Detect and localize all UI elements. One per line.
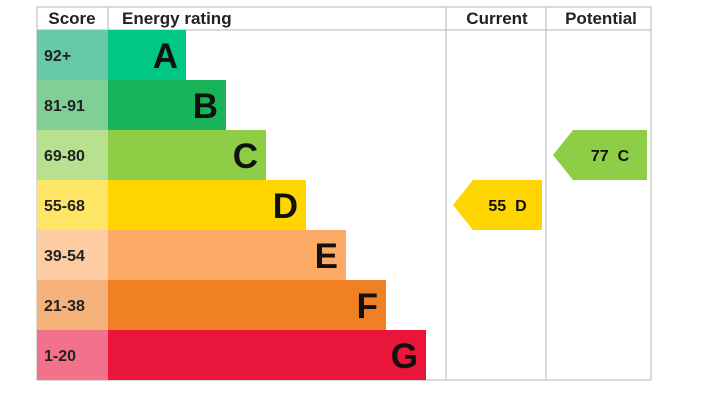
score-cell-a: [37, 30, 108, 80]
header-energy-rating: Energy rating: [122, 9, 232, 28]
score-label-g: 1-20: [44, 348, 76, 365]
current-rating-arrow: [453, 180, 542, 230]
score-label-a: 92+: [44, 48, 71, 65]
rating-bar-a: [108, 30, 186, 80]
rating-letter-f: F: [357, 287, 378, 326]
rating-letter-g: G: [391, 337, 418, 376]
score-cell-b: [37, 80, 108, 130]
score-label-e: 39-54: [44, 248, 85, 265]
rating-markers: 55 D 77 C: [453, 130, 647, 230]
rating-letter-d: D: [273, 187, 298, 226]
rating-letter-b: B: [193, 87, 218, 126]
rating-letter-c: C: [233, 137, 258, 176]
header-current: Current: [466, 9, 528, 28]
rating-letter-e: E: [315, 237, 338, 276]
rating-bar-e: [108, 230, 346, 280]
score-cell-f: [37, 280, 108, 330]
current-rating-label: 55 D: [488, 198, 526, 215]
rating-bar-b: [108, 80, 226, 130]
score-label-c: 69-80: [44, 148, 85, 165]
rating-bands: 92+ A 81-91 B 69-80 C 55-68 D 39-54 E 21-38 F 1-20 G: [37, 30, 426, 380]
score-cell-g: [37, 330, 108, 380]
score-label-d: 55-68: [44, 198, 85, 215]
rating-letter-a: A: [153, 37, 178, 76]
rating-bar-c: [108, 130, 266, 180]
score-label-b: 81-91: [44, 98, 85, 115]
score-label-f: 21-38: [44, 298, 85, 315]
header-score: Score: [48, 9, 95, 28]
rating-bar-f: [108, 280, 386, 330]
score-cell-d: [37, 180, 108, 230]
score-cell-e: [37, 230, 108, 280]
score-cell-c: [37, 130, 108, 180]
header-potential: Potential: [565, 9, 637, 28]
potential-rating-label: 77 C: [591, 148, 630, 165]
rating-bar-g: [108, 330, 426, 380]
rating-bar-d: [108, 180, 306, 230]
potential-rating-arrow: [553, 130, 647, 180]
